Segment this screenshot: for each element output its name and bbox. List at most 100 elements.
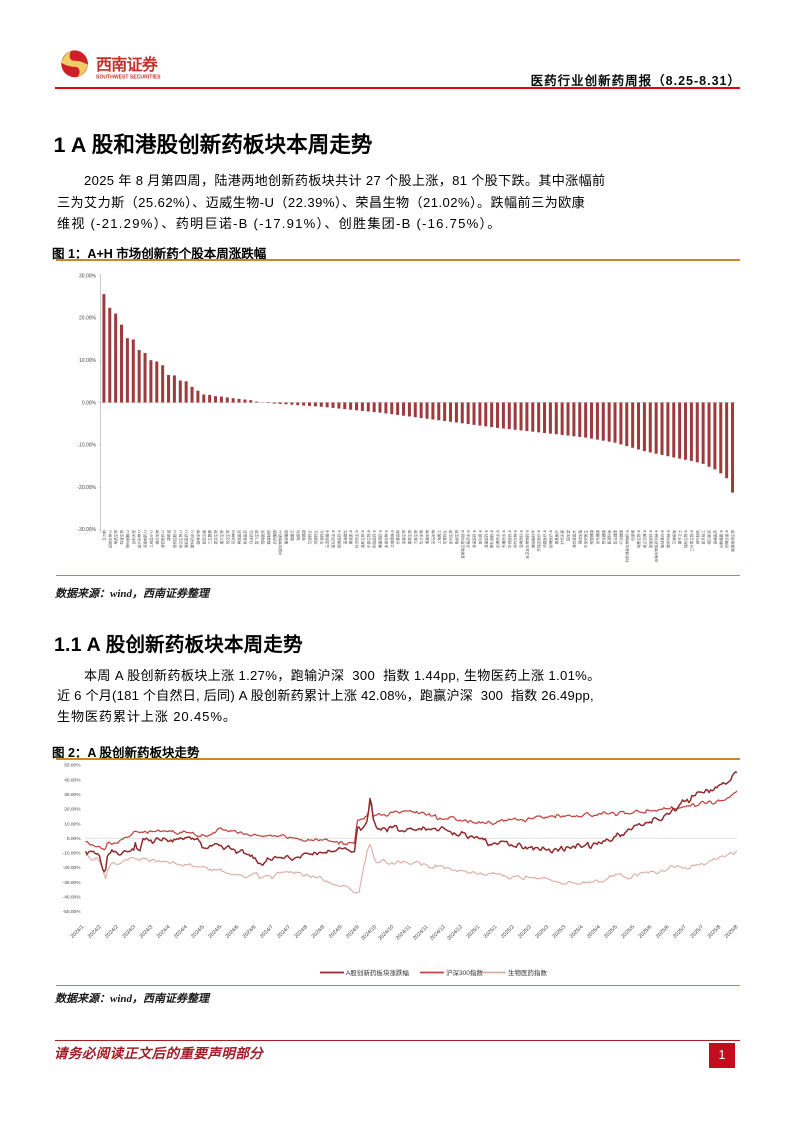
svg-text:派格生物医药科技-B: 派格生物医药科技-B	[654, 529, 659, 562]
svg-text:2024/10: 2024/10	[360, 924, 378, 942]
svg-text:腾盛博药-B: 腾盛博药-B	[378, 529, 383, 548]
svg-text:迈博药业-B: 迈博药业-B	[495, 529, 500, 548]
svg-text:思派健康: 思派健康	[601, 530, 606, 545]
svg-text:迪哲医药-U: 迪哲医药-U	[160, 530, 165, 549]
svg-text:加科思-B: 加科思-B	[477, 529, 482, 544]
svg-text:悦康药业: 悦康药业	[313, 530, 318, 545]
svg-text:三生国健: 三生国健	[207, 530, 212, 545]
svg-text:康方生物: 康方生物	[219, 530, 224, 545]
svg-text:基石药业-B: 基石药业-B	[331, 529, 336, 548]
svg-text:康希诺: 康希诺	[166, 530, 171, 541]
svg-text:2024/2: 2024/2	[104, 924, 120, 940]
svg-text:前沿生物-U: 前沿生物-U	[178, 530, 183, 549]
svg-text:石药集团: 石药集团	[272, 530, 277, 545]
svg-text:和铂医药-B: 和铂医药-B	[372, 529, 377, 548]
svg-text:微芯生物: 微芯生物	[154, 530, 159, 545]
svg-text:2024/11: 2024/11	[395, 924, 413, 942]
svg-text:锦欣生殖: 锦欣生殖	[577, 530, 582, 545]
svg-text:时代天使: 时代天使	[560, 530, 565, 545]
svg-text:20.00%: 20.00%	[64, 807, 81, 813]
svg-text:艾力斯: 艾力斯	[101, 530, 106, 541]
svg-text:2024/10: 2024/10	[377, 924, 395, 942]
svg-text:科济药业-B: 科济药业-B	[354, 529, 359, 548]
svg-text:翰森制药: 翰森制药	[266, 530, 271, 545]
svg-text:圣诺医药-B: 圣诺医药-B	[472, 529, 477, 548]
svg-text:特宝生物: 特宝生物	[119, 530, 124, 545]
svg-text:华兰生物: 华兰生物	[419, 530, 424, 545]
svg-text:-10.00%: -10.00%	[63, 851, 82, 857]
svg-text:泰格医药: 泰格医药	[712, 530, 717, 545]
svg-text:艾迪药业: 艾迪药业	[307, 530, 312, 545]
svg-text:脑动极光-B: 脑动极光-B	[660, 529, 665, 548]
svg-text:2024/4: 2024/4	[156, 924, 172, 940]
svg-text:开拓药业-B: 开拓药业-B	[466, 529, 471, 548]
svg-text:盟科药业-U: 盟科药业-U	[190, 530, 195, 549]
svg-text:2025/7: 2025/7	[672, 924, 688, 940]
svg-text:医渡科技: 医渡科技	[607, 530, 612, 545]
svg-text:再鼎医药: 再鼎医药	[237, 530, 242, 545]
svg-text:海思科: 海思科	[295, 530, 300, 541]
svg-text:嘉和生物-B: 嘉和生物-B	[360, 529, 365, 548]
svg-text:欧林生物: 欧林生物	[195, 530, 200, 545]
svg-text:长春高新: 长春高新	[395, 530, 400, 545]
svg-text:维立志博-B: 维立志博-B	[642, 529, 647, 548]
svg-text:康乐卫士: 康乐卫士	[677, 530, 682, 545]
svg-text:万泰生物: 万泰生物	[413, 530, 418, 545]
svg-text:A股创新药板块涨跌幅: A股创新药板块涨跌幅	[346, 968, 409, 977]
svg-text:2024/5: 2024/5	[207, 924, 223, 940]
svg-text:2024/3: 2024/3	[121, 924, 137, 940]
svg-text:固生堂: 固生堂	[566, 530, 571, 541]
svg-text:生物医药指数: 生物医药指数	[508, 968, 548, 977]
svg-text:京东健康: 京东健康	[595, 530, 600, 545]
svg-text:2024/9: 2024/9	[345, 924, 361, 940]
svg-text:上海莱士: 上海莱士	[436, 530, 441, 545]
svg-text:安科生物: 安科生物	[448, 530, 453, 545]
svg-text:北海康成-B: 北海康成-B	[389, 529, 394, 548]
svg-text:康泰生物: 康泰生物	[407, 530, 412, 545]
svg-text:友芝友生物制药-B: 友芝友生物制药-B	[524, 529, 529, 558]
svg-text:平安好医生: 平安好医生	[583, 530, 588, 548]
svg-text:2025/6: 2025/6	[655, 924, 671, 940]
svg-text:药明巨诺-B: 药明巨诺-B	[724, 529, 729, 548]
svg-text:10.00%: 10.00%	[79, 358, 97, 364]
svg-text:微创脑科学: 微创脑科学	[530, 530, 535, 548]
svg-text:天坛生物: 天坛生物	[430, 530, 435, 545]
svg-text:2024/1: 2024/1	[70, 924, 86, 940]
svg-text:海吉亚医疗: 海吉亚医疗	[571, 530, 576, 548]
svg-text:科伦博泰生物制药-B: 科伦博泰生物制药-B	[624, 529, 629, 562]
svg-text:-40.00%: -40.00%	[63, 895, 82, 901]
svg-text:百济神州: 百济神州	[231, 530, 236, 545]
svg-text:中国生物制药-H: 中国生物制药-H	[278, 530, 283, 556]
svg-text:-30.00%: -30.00%	[77, 527, 96, 533]
svg-text:诺诚健华: 诺诚健华	[342, 530, 347, 545]
svg-text:10.00%: 10.00%	[64, 821, 81, 827]
svg-text:德琪医药-B: 德琪医药-B	[336, 529, 341, 548]
svg-text:先瑞达医疗-B: 先瑞达医疗-B	[536, 529, 541, 551]
svg-text:丽珠集团: 丽珠集团	[284, 530, 289, 545]
svg-text:迈威生物-U: 迈威生物-U	[107, 530, 112, 549]
svg-text:宜明昂科-B: 宜明昂科-B	[519, 529, 524, 548]
svg-text:2025/1: 2025/1	[483, 924, 499, 940]
svg-text:沛嘉医疗-B: 沛嘉医疗-B	[542, 529, 547, 548]
svg-text:首药控股-U: 首药控股-U	[172, 530, 177, 549]
svg-text:康诺亚-B: 康诺亚-B	[348, 529, 353, 544]
svg-text:艾美疫苗: 艾美疫苗	[671, 530, 676, 545]
svg-text:2024/11: 2024/11	[412, 924, 430, 942]
svg-text:2025/1: 2025/1	[466, 924, 482, 940]
svg-text:2025/8: 2025/8	[707, 924, 723, 940]
svg-text:-20.00%: -20.00%	[63, 865, 82, 871]
svg-text:恒瑞医药: 恒瑞医药	[260, 530, 265, 545]
svg-text:2025/4: 2025/4	[569, 924, 585, 940]
svg-text:永泰生物-B: 永泰生物-B	[383, 529, 388, 548]
svg-text:2025/8: 2025/8	[724, 924, 740, 940]
svg-text:2025/5: 2025/5	[603, 924, 619, 940]
svg-text:2024/12: 2024/12	[429, 924, 447, 942]
svg-text:欧康维视生物: 欧康维视生物	[730, 530, 735, 552]
svg-text:阿里健康: 阿里健康	[589, 530, 594, 545]
svg-text:上海谊众-U: 上海谊众-U	[148, 530, 153, 549]
svg-text:东诚药业: 东诚药业	[319, 530, 324, 545]
svg-text:华领医药-B: 华领医药-B	[507, 529, 512, 548]
svg-text:瑞科生物-B: 瑞科生物-B	[683, 529, 688, 548]
svg-text:-20.00%: -20.00%	[77, 485, 96, 491]
svg-text:亚虹医药-U: 亚虹医药-U	[184, 530, 189, 549]
